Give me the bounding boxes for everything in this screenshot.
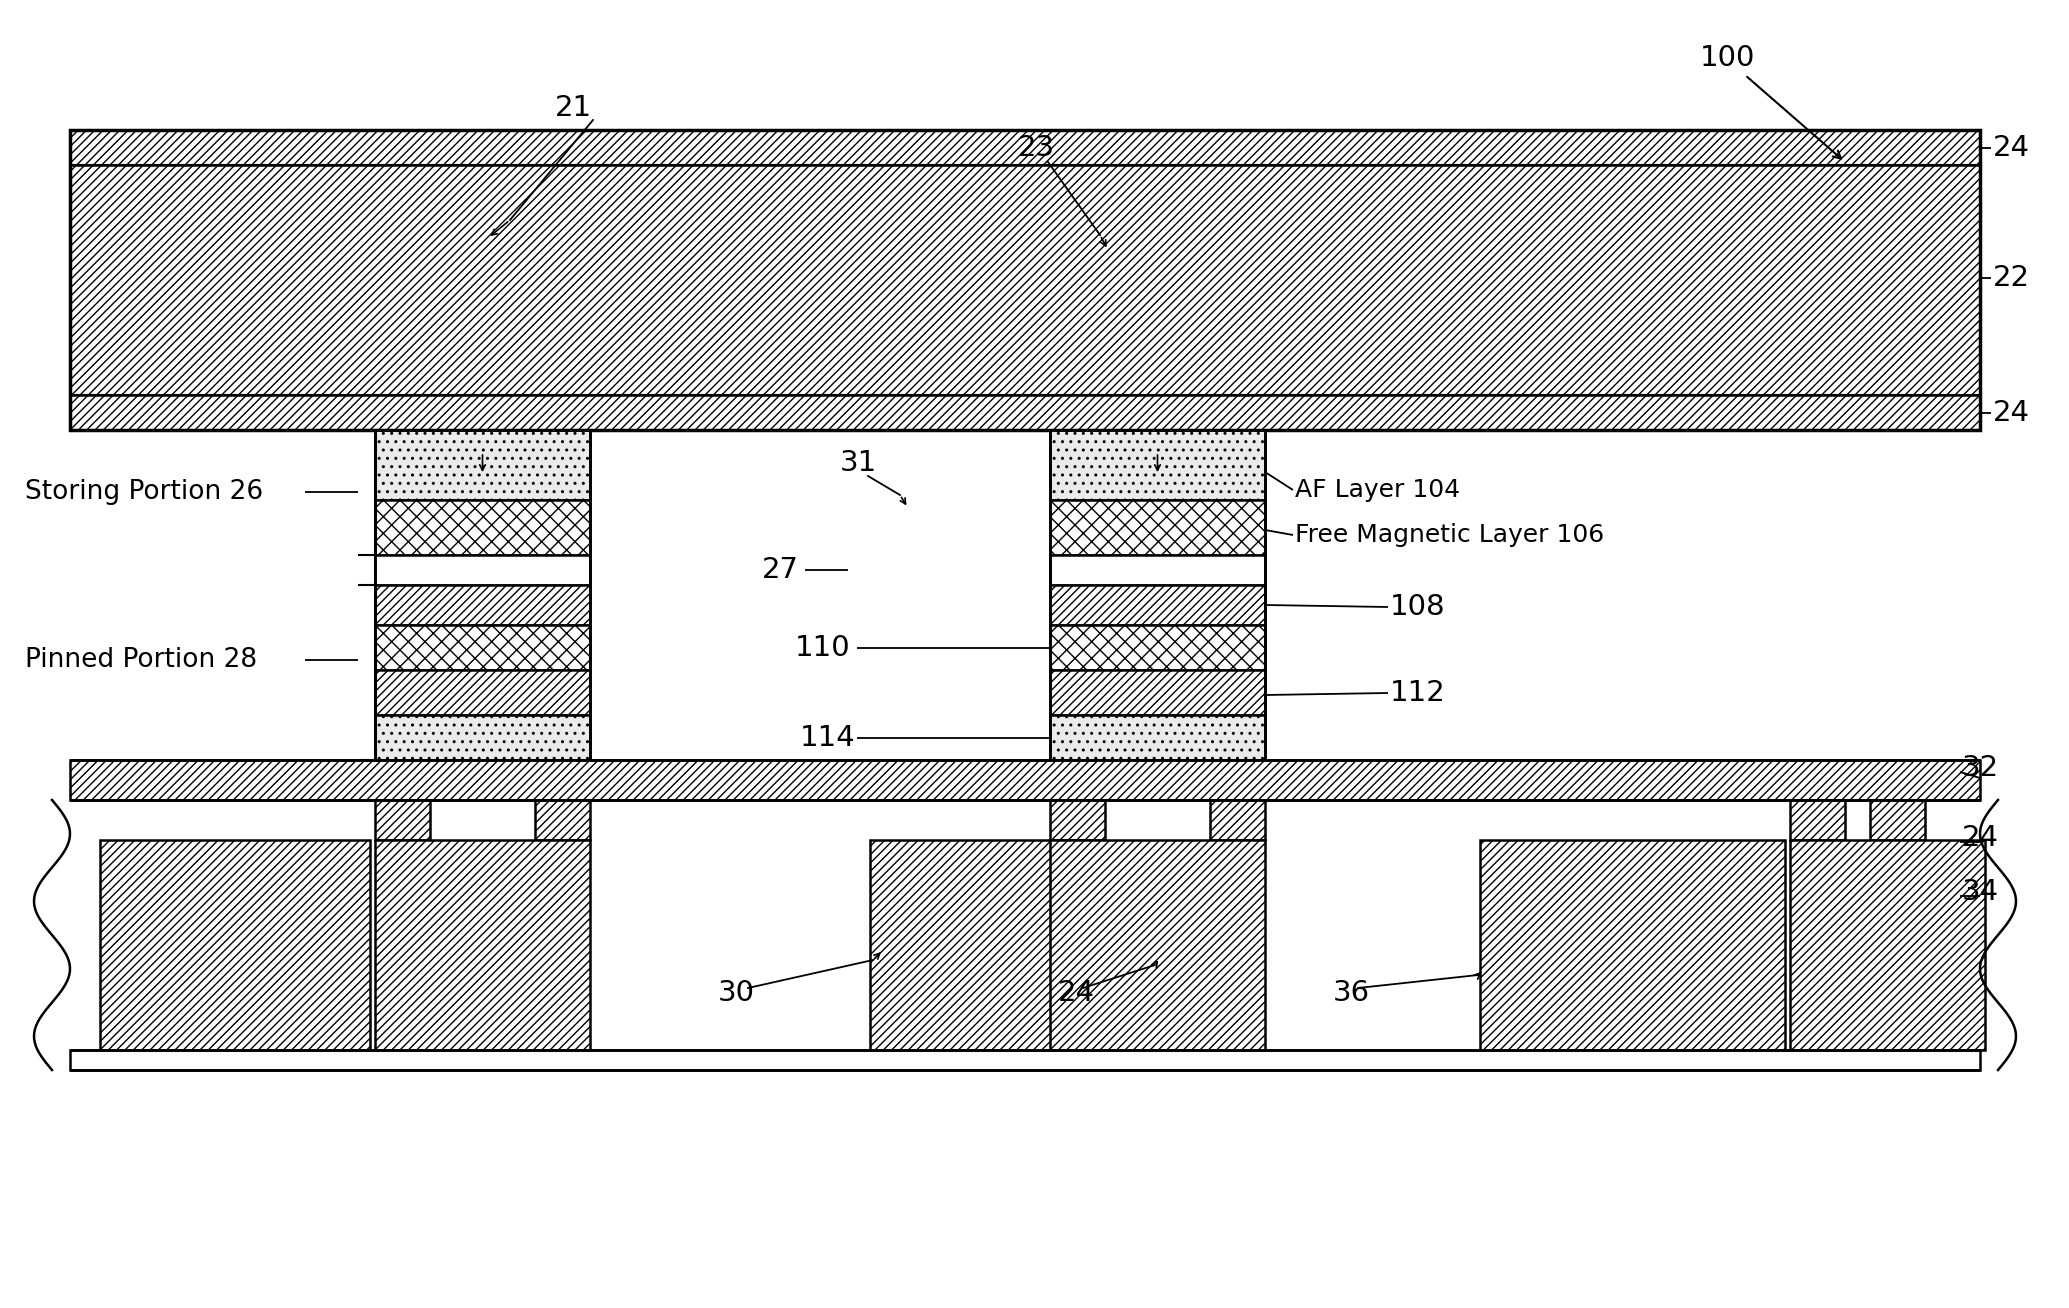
Text: AF Layer 104: AF Layer 104 bbox=[1295, 477, 1461, 502]
Bar bbox=[1049, 430, 1264, 500]
Text: 110: 110 bbox=[794, 634, 850, 662]
Bar bbox=[70, 165, 1980, 395]
Bar bbox=[70, 760, 1980, 800]
Bar bbox=[1049, 840, 1264, 1050]
Bar bbox=[1049, 715, 1264, 760]
Text: 30: 30 bbox=[718, 978, 755, 1007]
Text: 32: 32 bbox=[1961, 753, 1999, 782]
Bar bbox=[374, 430, 590, 500]
Bar bbox=[536, 800, 590, 840]
Text: Free Magnetic Layer 106: Free Magnetic Layer 106 bbox=[1295, 523, 1603, 547]
Text: 24: 24 bbox=[1961, 824, 1999, 852]
Bar bbox=[869, 840, 1084, 1050]
Text: 36: 36 bbox=[1332, 978, 1370, 1007]
Text: 31: 31 bbox=[840, 449, 877, 477]
Bar bbox=[1049, 585, 1264, 625]
Bar bbox=[1049, 555, 1264, 585]
Text: 24: 24 bbox=[1992, 133, 2030, 162]
Bar bbox=[374, 625, 590, 670]
Bar bbox=[374, 585, 590, 625]
Bar bbox=[99, 840, 370, 1050]
Bar bbox=[70, 395, 1980, 430]
Bar bbox=[70, 1050, 1980, 1070]
Bar bbox=[374, 715, 590, 760]
Bar bbox=[1790, 800, 1846, 840]
Bar bbox=[374, 670, 590, 715]
Bar bbox=[1049, 625, 1264, 670]
Bar bbox=[1210, 800, 1264, 840]
Text: 27: 27 bbox=[761, 556, 799, 583]
Bar bbox=[1049, 800, 1105, 840]
Text: 34: 34 bbox=[1961, 878, 1999, 906]
Text: 24: 24 bbox=[1992, 399, 2030, 426]
Text: 108: 108 bbox=[1390, 593, 1446, 621]
Bar bbox=[374, 430, 590, 760]
Bar bbox=[374, 555, 590, 585]
Bar bbox=[70, 129, 1980, 430]
Bar bbox=[1790, 840, 1984, 1050]
Bar bbox=[374, 840, 590, 1050]
Text: Pinned Portion 28: Pinned Portion 28 bbox=[25, 647, 257, 674]
Bar bbox=[1049, 430, 1264, 760]
Text: 22: 22 bbox=[1992, 264, 2030, 292]
Text: 21: 21 bbox=[554, 94, 592, 122]
Bar bbox=[1870, 800, 1924, 840]
Bar bbox=[70, 129, 1980, 165]
Text: 23: 23 bbox=[1018, 133, 1055, 162]
Bar bbox=[374, 800, 430, 840]
Text: 24: 24 bbox=[1057, 978, 1095, 1007]
Bar bbox=[1049, 500, 1264, 555]
Text: 100: 100 bbox=[1701, 44, 1755, 72]
Text: 112: 112 bbox=[1390, 679, 1446, 708]
Text: 114: 114 bbox=[801, 725, 857, 752]
Bar bbox=[1479, 840, 1786, 1050]
Text: Storing Portion 26: Storing Portion 26 bbox=[25, 479, 263, 505]
Bar bbox=[1049, 670, 1264, 715]
Bar bbox=[374, 500, 590, 555]
